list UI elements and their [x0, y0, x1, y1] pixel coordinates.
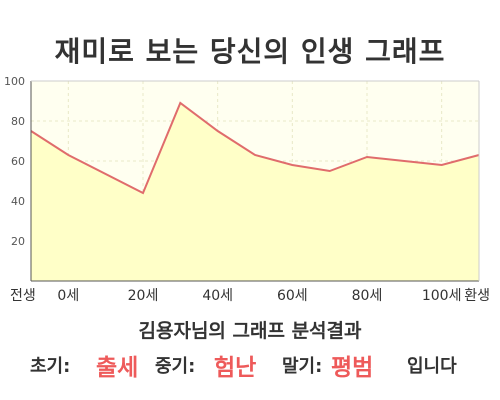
axes	[30, 80, 480, 282]
x-tick-label: 40세	[202, 288, 233, 304]
x-tick-label: 전생	[10, 288, 36, 304]
y-tick-label: 100	[4, 75, 25, 88]
mid-value: 험난	[214, 355, 257, 381]
late-label: 말기:	[282, 356, 323, 377]
x-tick-label: 100세	[422, 288, 462, 304]
y-tick-labels: 20 40 60 80 100	[4, 75, 25, 248]
early-label: 초기:	[30, 356, 71, 377]
analysis-subtitle: 김용자님의 그래프 분석결과	[138, 320, 362, 342]
y-tick-label: 80	[11, 115, 25, 128]
x-tick-label: 20세	[128, 288, 159, 304]
series-line	[30, 101, 480, 195]
late-value: 평범	[331, 355, 374, 381]
y-tick-label: 60	[11, 155, 25, 168]
y-tick-label: 20	[11, 235, 25, 248]
x-tick-label: 80세	[352, 288, 383, 304]
x-tick-label: 60세	[277, 288, 308, 304]
early-value: 출세	[96, 355, 139, 381]
y-tick-label: 40	[11, 195, 25, 208]
mid-label: 중기:	[155, 356, 196, 377]
x-tick-label: 환생	[464, 288, 490, 304]
area-fill	[31, 103, 479, 281]
page-title: 재미로 보는 당신의 인생 그래프	[54, 35, 446, 68]
analysis-result: 초기: 출세 중기: 험난 말기: 평범 입니다	[0, 348, 500, 381]
x-tick-labels: 전생 0세 20세 40세 60세 80세 100세 환생	[10, 288, 490, 304]
life-graph-chart: 20 40 60 80 100 전생 0세 20세 40세 60세 80세 100세 환생	[4, 75, 490, 304]
x-tick-label: 0세	[57, 288, 79, 304]
result-suffix: 입니다	[407, 356, 457, 377]
